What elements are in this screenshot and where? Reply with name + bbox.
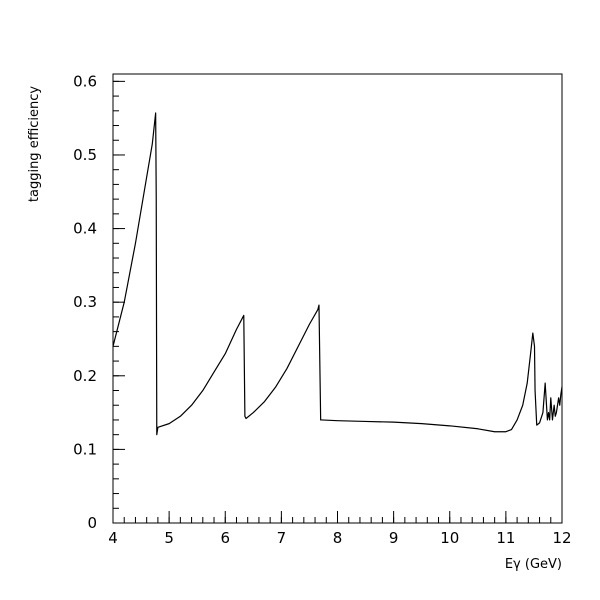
major-ticks — [112, 80, 563, 524]
x-tick-label: 6 — [220, 529, 230, 547]
y-tick-label: 0 — [87, 514, 97, 532]
x-tick-label: 11 — [496, 529, 515, 547]
x-tick-labels: 4 5 6 7 8 9 10 11 12 — [108, 529, 571, 547]
y-tick-label: 0.4 — [73, 220, 97, 238]
plot-frame — [112, 73, 563, 524]
x-tick-label: 4 — [108, 529, 118, 547]
x-tick-label: 7 — [277, 529, 287, 547]
x-axis-title: Eγ (GeV) — [505, 557, 562, 572]
y-tick-label: 0.6 — [73, 72, 97, 90]
y-tick-label: 0.5 — [73, 146, 97, 164]
x-tick-label: 12 — [552, 529, 571, 547]
x-tick-label: 9 — [389, 529, 399, 547]
x-tick-label: 8 — [333, 529, 343, 547]
y-tick-labels: 0 0.1 0.2 0.3 0.4 0.5 0.6 — [73, 72, 97, 532]
y-axis-title: tagging efficiency — [27, 86, 42, 203]
x-tick-label: 10 — [440, 529, 459, 547]
efficiency-curve — [112, 112, 563, 436]
y-tick-label: 0.2 — [73, 367, 97, 385]
y-tick-label: 0.1 — [73, 440, 97, 458]
minor-ticks — [112, 80, 563, 524]
y-tick-label: 0.3 — [73, 293, 97, 311]
x-tick-label: 5 — [164, 529, 174, 547]
